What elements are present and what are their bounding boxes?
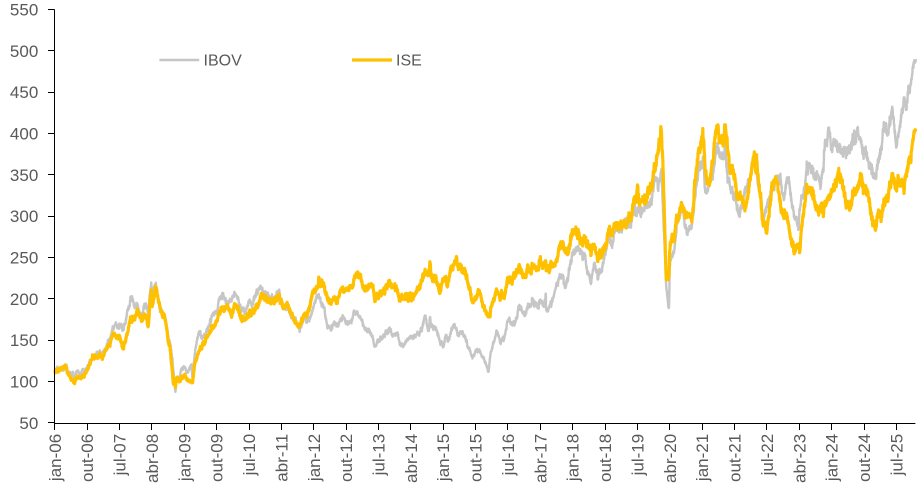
svg-text:50: 50 — [19, 414, 38, 433]
svg-text:jan-09: jan-09 — [175, 434, 194, 482]
svg-text:jan-18: jan-18 — [564, 434, 583, 482]
svg-text:150: 150 — [10, 331, 38, 350]
svg-text:abr-14: abr-14 — [402, 434, 421, 483]
svg-text:out-21: out-21 — [726, 434, 745, 482]
svg-text:abr-11: abr-11 — [272, 434, 291, 482]
svg-text:jan-21: jan-21 — [693, 434, 712, 482]
svg-text:out-15: out-15 — [467, 434, 486, 482]
svg-text:jul-07: jul-07 — [111, 434, 130, 477]
svg-text:out-18: out-18 — [596, 434, 615, 482]
svg-text:500: 500 — [10, 42, 38, 61]
svg-text:550: 550 — [10, 1, 38, 20]
svg-text:IBOV: IBOV — [204, 53, 243, 70]
svg-text:jul-22: jul-22 — [758, 434, 777, 477]
svg-text:out-24: out-24 — [855, 434, 874, 482]
svg-text:jul-19: jul-19 — [629, 434, 648, 477]
svg-text:jul-10: jul-10 — [240, 434, 259, 477]
svg-text:jan-24: jan-24 — [823, 434, 842, 482]
svg-text:abr-08: abr-08 — [143, 434, 162, 483]
svg-text:jan-15: jan-15 — [434, 434, 453, 482]
svg-text:jul-16: jul-16 — [499, 434, 518, 477]
svg-text:450: 450 — [10, 83, 38, 102]
svg-text:250: 250 — [10, 249, 38, 268]
svg-text:abr-17: abr-17 — [531, 434, 550, 483]
svg-text:out-12: out-12 — [337, 434, 356, 482]
svg-text:jul-13: jul-13 — [370, 434, 389, 477]
svg-text:200: 200 — [10, 290, 38, 309]
svg-text:100: 100 — [10, 373, 38, 392]
svg-text:jan-06: jan-06 — [46, 434, 65, 482]
svg-text:abr-20: abr-20 — [661, 434, 680, 483]
svg-text:ISE: ISE — [396, 53, 422, 70]
svg-text:out-09: out-09 — [208, 434, 227, 482]
svg-text:jul-25: jul-25 — [887, 434, 906, 477]
svg-text:350: 350 — [10, 166, 38, 185]
svg-text:300: 300 — [10, 207, 38, 226]
svg-text:abr-23: abr-23 — [790, 434, 809, 483]
svg-text:jan-12: jan-12 — [305, 434, 324, 482]
svg-text:out-06: out-06 — [78, 434, 97, 482]
svg-text:400: 400 — [10, 125, 38, 144]
